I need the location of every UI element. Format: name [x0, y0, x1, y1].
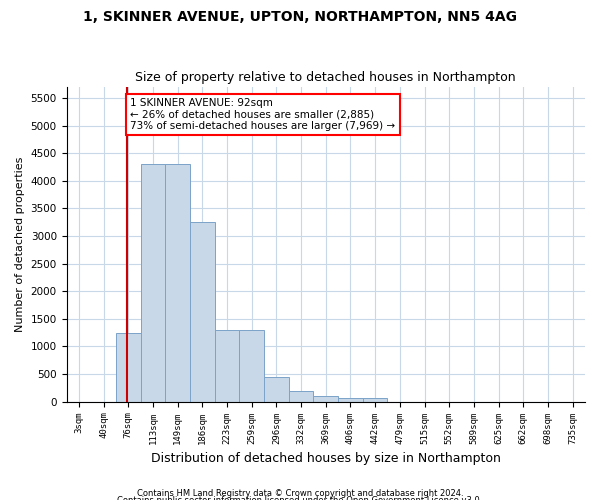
Title: Size of property relative to detached houses in Northampton: Size of property relative to detached ho…: [136, 72, 516, 85]
Bar: [363, 398, 388, 402]
X-axis label: Distribution of detached houses by size in Northampton: Distribution of detached houses by size …: [151, 452, 501, 465]
Bar: [289, 390, 313, 402]
Bar: [338, 398, 363, 402]
Bar: [116, 332, 140, 402]
Text: 1 SKINNER AVENUE: 92sqm
← 26% of detached houses are smaller (2,885)
73% of semi: 1 SKINNER AVENUE: 92sqm ← 26% of detache…: [130, 98, 395, 132]
Bar: [165, 164, 190, 402]
Bar: [264, 377, 289, 402]
Text: Contains HM Land Registry data © Crown copyright and database right 2024.: Contains HM Land Registry data © Crown c…: [137, 488, 463, 498]
Bar: [140, 164, 165, 402]
Bar: [190, 222, 215, 402]
Text: Contains public sector information licensed under the Open Government Licence v3: Contains public sector information licen…: [118, 496, 482, 500]
Bar: [239, 330, 264, 402]
Bar: [313, 396, 338, 402]
Bar: [215, 330, 239, 402]
Y-axis label: Number of detached properties: Number of detached properties: [15, 156, 25, 332]
Text: 1, SKINNER AVENUE, UPTON, NORTHAMPTON, NN5 4AG: 1, SKINNER AVENUE, UPTON, NORTHAMPTON, N…: [83, 10, 517, 24]
